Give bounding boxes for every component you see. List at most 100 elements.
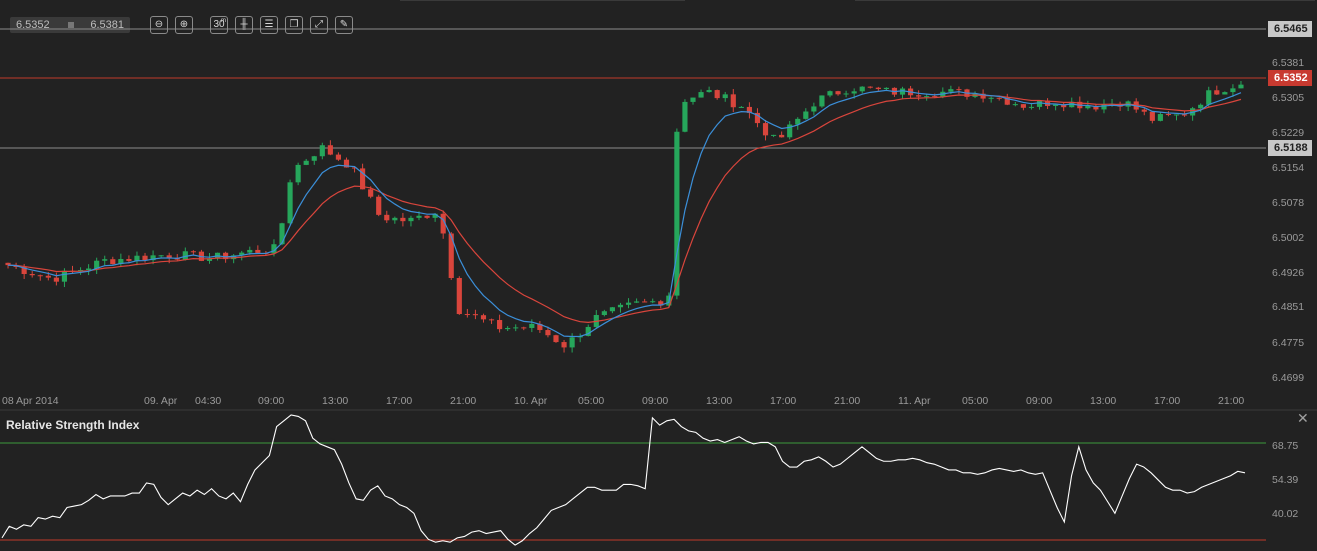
candle-down	[480, 315, 487, 320]
candle-down	[464, 314, 470, 316]
candle-up	[1206, 90, 1212, 105]
candle-up	[601, 311, 607, 316]
candle-down	[875, 87, 881, 90]
candle-up	[392, 217, 398, 221]
candle-down	[561, 342, 567, 348]
candle-up	[1238, 84, 1244, 89]
indicators-button[interactable]: ☰	[260, 16, 278, 34]
x-tick-label: 09:00	[258, 395, 285, 407]
x-tick-label: 08 Apr 2014	[2, 395, 59, 407]
ma-slow-line	[8, 94, 1242, 323]
lower-price-tag: 6.5188	[1268, 140, 1312, 156]
bid-price: 6.5352	[16, 19, 50, 31]
candle-down	[335, 154, 342, 160]
candle-down	[521, 327, 527, 329]
candle-down	[1214, 90, 1220, 95]
x-tick-label: 09. Apr	[144, 395, 178, 407]
candle-down	[1061, 104, 1067, 108]
candle-down	[21, 266, 27, 275]
candle-down	[746, 106, 752, 113]
candle-up	[988, 97, 994, 99]
copy-icon: ❐	[289, 19, 299, 30]
candle-up	[279, 223, 285, 245]
candle-up	[883, 87, 889, 90]
candle-up	[61, 270, 68, 282]
copy-button[interactable]: ❐	[285, 16, 303, 34]
candle-down	[714, 90, 720, 99]
candle-down	[126, 259, 132, 261]
candle-down	[779, 134, 785, 138]
candle-up	[134, 255, 140, 261]
x-tick-label: 21:00	[1218, 395, 1245, 407]
candle-down	[730, 94, 736, 108]
timeframe-unit: m	[221, 18, 226, 24]
candle-up	[803, 111, 809, 119]
zoom-out-button[interactable]: ⊖	[150, 16, 168, 34]
candle-down	[53, 277, 59, 282]
candle-up	[1085, 105, 1091, 109]
candle-down	[835, 91, 841, 95]
candle-up	[569, 337, 575, 348]
candle-down	[1004, 98, 1010, 105]
candle-up	[513, 327, 519, 329]
candle-down	[553, 335, 559, 343]
x-tick-label: 17:00	[770, 395, 797, 407]
current-price-tag: 6.5352	[1268, 70, 1312, 86]
candle-up	[859, 86, 865, 92]
candle-up	[529, 323, 535, 328]
candle-up	[1028, 106, 1035, 108]
candle-down	[400, 217, 406, 222]
candles-button[interactable]: ╫	[235, 16, 253, 34]
candle-up	[1222, 92, 1228, 95]
rsi-title: Relative Strength Index	[6, 418, 140, 432]
candle-up	[827, 91, 833, 96]
candle-up	[1053, 104, 1059, 106]
candle-up	[311, 156, 317, 161]
timeframe-button[interactable]: 30 m	[210, 16, 228, 34]
candle-up	[432, 213, 438, 218]
zoom-in-button[interactable]: ⊕	[175, 16, 193, 34]
x-tick-label: 21:00	[834, 395, 861, 407]
candle-down	[368, 189, 374, 197]
candle-down	[45, 275, 51, 278]
y-tick-label: 6.4775	[1272, 336, 1305, 349]
y-tick-label: 6.5229	[1272, 126, 1305, 139]
timeframe-label: 30	[213, 19, 225, 30]
rsi-tick-label: 40.02	[1272, 508, 1299, 520]
candle-up	[843, 93, 849, 95]
candle-up	[625, 302, 632, 305]
candle-up	[118, 259, 124, 265]
candle-up	[690, 97, 696, 102]
candle-up	[77, 270, 84, 272]
candle-up	[102, 259, 108, 261]
pencil-button[interactable]: ✎	[335, 16, 353, 34]
candle-up	[609, 307, 615, 312]
close-rsi-button[interactable]: ✕	[1297, 410, 1309, 426]
candle-down	[351, 167, 358, 169]
candle-up	[617, 304, 624, 308]
candle-up	[924, 96, 930, 98]
sliders-icon: ☰	[264, 19, 274, 30]
candle-down	[932, 96, 938, 98]
candle-up	[899, 88, 906, 95]
draw-button[interactable]: ⤢	[310, 16, 328, 34]
candle-up	[408, 217, 414, 222]
candle-up	[94, 260, 100, 269]
y-tick-label: 6.5078	[1272, 196, 1305, 209]
rsi-line	[1, 414, 1246, 546]
candle-down	[110, 259, 116, 265]
zoom-out-icon: ⊖	[154, 19, 164, 30]
candle-down	[642, 301, 648, 303]
candle-up	[303, 160, 309, 165]
candle-up	[585, 326, 591, 336]
candle-up	[505, 327, 511, 330]
x-tick-label: 17:00	[386, 395, 413, 407]
candle-up	[738, 106, 744, 108]
x-tick-label: 05:00	[962, 395, 989, 407]
ask-price: 6.5381	[90, 19, 124, 31]
x-tick-label: 13:00	[322, 395, 349, 407]
x-tick-label: 17:00	[1154, 395, 1181, 407]
candle-up	[1173, 114, 1180, 116]
candle-down	[37, 275, 43, 277]
